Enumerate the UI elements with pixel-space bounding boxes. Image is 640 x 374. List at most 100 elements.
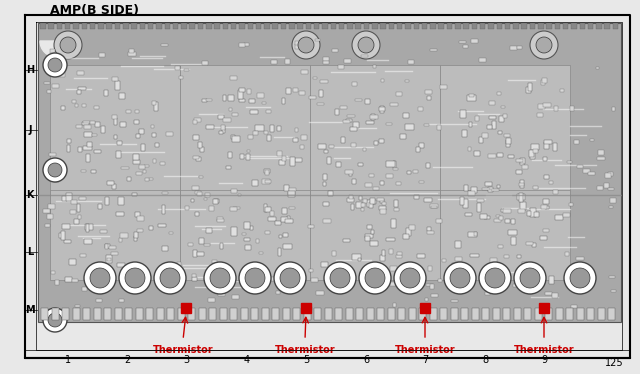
Bar [440, 190, 570, 280]
Bar [228, 108, 232, 111]
Bar [335, 108, 339, 114]
Bar [544, 142, 548, 149]
Bar [242, 233, 246, 235]
Bar [136, 134, 140, 138]
Bar [310, 190, 440, 280]
Circle shape [324, 262, 356, 294]
Bar [380, 255, 385, 261]
Text: L: L [27, 247, 33, 257]
Bar [480, 23, 485, 29]
Bar [50, 190, 180, 280]
Bar [290, 157, 295, 166]
Text: 1: 1 [65, 355, 71, 365]
Bar [47, 214, 53, 219]
Bar [534, 308, 541, 320]
Bar [99, 204, 102, 209]
Bar [532, 243, 536, 246]
Bar [69, 259, 76, 265]
Bar [488, 23, 493, 29]
Bar [408, 308, 415, 320]
Bar [567, 161, 572, 163]
Bar [149, 178, 153, 180]
Bar [431, 206, 437, 208]
Bar [396, 255, 402, 258]
Bar [538, 23, 543, 29]
Bar [419, 308, 426, 320]
Bar [232, 227, 237, 236]
Bar [77, 204, 80, 212]
Bar [180, 65, 310, 215]
Bar [59, 233, 64, 238]
Bar [596, 186, 604, 190]
Bar [268, 217, 276, 221]
Bar [204, 198, 207, 200]
Bar [228, 152, 232, 159]
Bar [230, 76, 237, 80]
Bar [150, 125, 154, 128]
Bar [527, 211, 531, 216]
Bar [380, 209, 385, 214]
Bar [522, 23, 527, 29]
Bar [479, 137, 483, 143]
Bar [101, 126, 106, 133]
Bar [365, 99, 370, 104]
Bar [84, 239, 92, 244]
Bar [451, 308, 458, 320]
Bar [54, 179, 59, 182]
Bar [517, 46, 522, 49]
Circle shape [514, 262, 546, 294]
Bar [374, 141, 378, 145]
Bar [403, 234, 409, 239]
Bar [125, 308, 132, 320]
Bar [506, 138, 511, 144]
Bar [436, 219, 442, 223]
Bar [104, 90, 108, 96]
Bar [193, 135, 198, 141]
Bar [193, 250, 196, 257]
Bar [197, 192, 202, 196]
Bar [97, 299, 102, 302]
Bar [316, 291, 324, 295]
Bar [609, 206, 613, 208]
Bar [565, 252, 569, 256]
Bar [322, 23, 328, 29]
Bar [309, 96, 316, 99]
Bar [191, 186, 198, 190]
Bar [488, 154, 496, 158]
Circle shape [298, 37, 314, 53]
Bar [332, 251, 337, 256]
Bar [204, 243, 210, 246]
Bar [61, 105, 65, 110]
Bar [117, 141, 122, 145]
Bar [339, 65, 344, 69]
Bar [362, 55, 367, 57]
Bar [221, 125, 225, 130]
Bar [197, 252, 204, 256]
Bar [167, 308, 174, 320]
Bar [289, 206, 295, 209]
Bar [367, 225, 372, 229]
Bar [430, 23, 436, 29]
Bar [407, 171, 411, 174]
Circle shape [48, 163, 62, 177]
Bar [442, 259, 446, 262]
Bar [460, 197, 464, 205]
Bar [459, 41, 465, 43]
Bar [154, 102, 158, 111]
Bar [371, 200, 376, 205]
Bar [262, 308, 269, 320]
Circle shape [154, 262, 186, 294]
Bar [463, 45, 468, 48]
Bar [156, 23, 162, 29]
Circle shape [564, 262, 596, 294]
Bar [230, 308, 237, 320]
Bar [202, 99, 207, 102]
Bar [244, 43, 249, 46]
Bar [513, 23, 518, 29]
Bar [86, 224, 89, 232]
Bar [576, 257, 584, 260]
Bar [328, 191, 333, 196]
Bar [76, 125, 83, 128]
Bar [281, 23, 286, 29]
Bar [145, 178, 149, 181]
